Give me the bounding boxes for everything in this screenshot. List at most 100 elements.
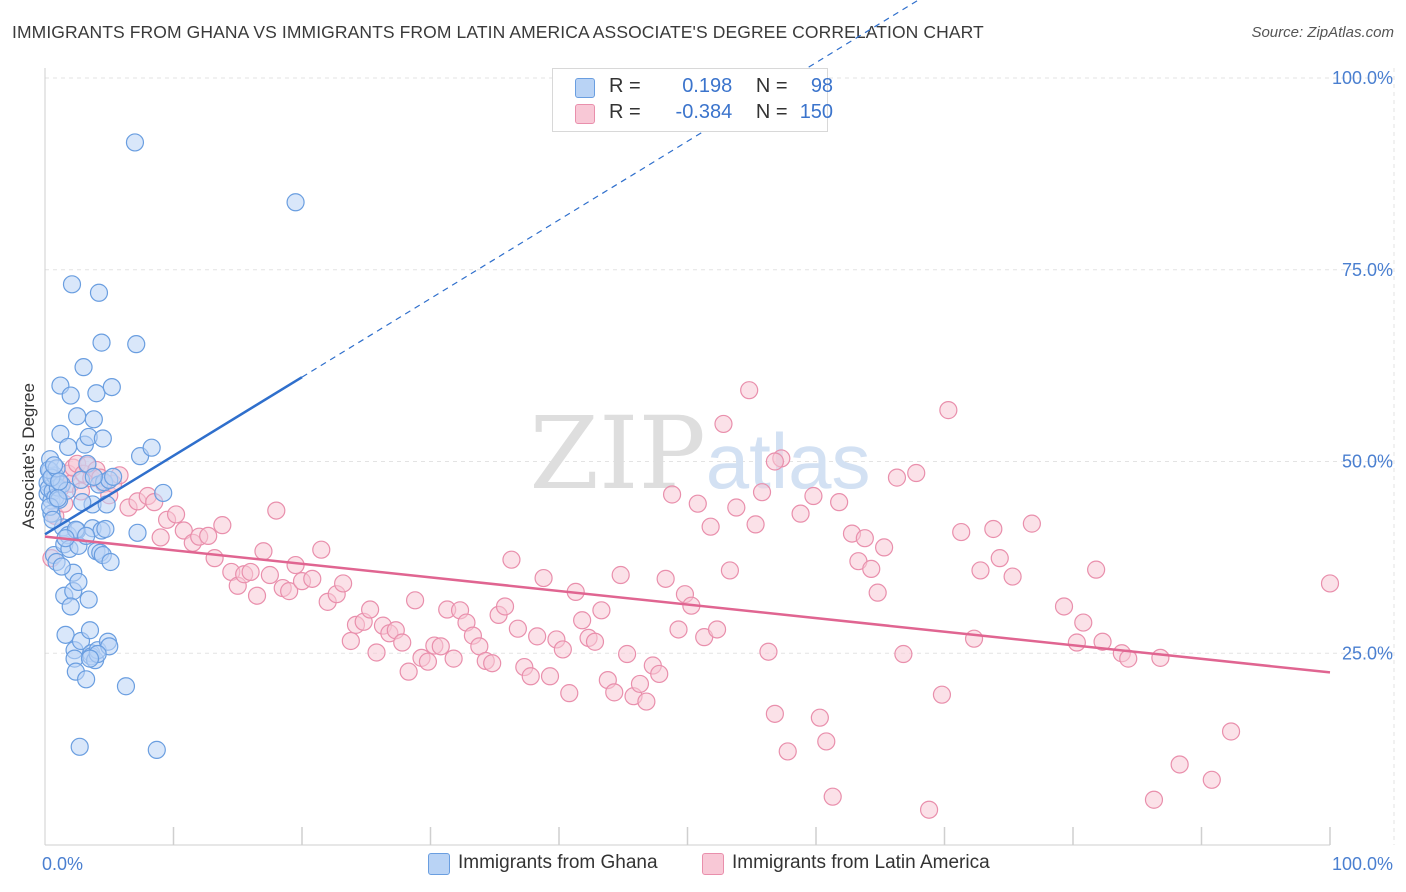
series-legend: Immigrants from Ghana Immigrants from La… bbox=[0, 852, 1406, 878]
latam-point bbox=[707, 620, 727, 639]
y-tick-label: 25.0% bbox=[1342, 643, 1393, 663]
ghana-point bbox=[68, 407, 87, 426]
legend-label-latam: Immigrants from Latin America bbox=[732, 852, 990, 873]
latam-point bbox=[1320, 574, 1340, 593]
latam-point bbox=[341, 631, 360, 651]
latam-point bbox=[823, 787, 842, 806]
latam-point bbox=[312, 540, 331, 559]
ghana-point bbox=[44, 456, 64, 475]
latam-point bbox=[334, 574, 353, 593]
latam-point bbox=[1202, 770, 1221, 789]
y-axis-label: Associate's Degree bbox=[19, 383, 38, 529]
latam-point bbox=[894, 644, 913, 664]
latam-point bbox=[418, 652, 438, 671]
latam-point bbox=[585, 632, 605, 651]
latam-point bbox=[553, 640, 572, 659]
ghana-point bbox=[101, 552, 120, 572]
latam-point bbox=[714, 414, 733, 434]
latam-point bbox=[431, 637, 450, 656]
latam-point bbox=[560, 684, 579, 703]
latam-point bbox=[855, 529, 874, 548]
latam-point bbox=[804, 486, 823, 506]
legend-r-label: R = bbox=[609, 101, 641, 123]
latam-point bbox=[1170, 755, 1189, 774]
latam-point bbox=[361, 600, 380, 619]
latam-point bbox=[919, 800, 939, 819]
ghana-point bbox=[128, 523, 147, 542]
latam-point bbox=[1144, 790, 1164, 809]
latam-point bbox=[495, 597, 515, 616]
latam-point bbox=[791, 504, 810, 523]
latam-point bbox=[720, 561, 740, 580]
latam-point bbox=[952, 522, 971, 542]
latam-point bbox=[830, 493, 849, 512]
latam-point bbox=[174, 521, 193, 540]
latam-point bbox=[752, 483, 772, 502]
latam-point bbox=[817, 732, 836, 751]
latam-point bbox=[254, 542, 273, 561]
latam-point bbox=[778, 742, 797, 761]
latam-point bbox=[688, 494, 707, 513]
ghana-point bbox=[50, 472, 69, 491]
latam-point bbox=[984, 519, 1003, 539]
legend-r-label: R = bbox=[609, 75, 641, 97]
ghana-swatch bbox=[575, 78, 595, 98]
ghana-point bbox=[93, 429, 112, 448]
latam-point bbox=[528, 627, 547, 646]
latam-point bbox=[618, 644, 637, 664]
latam-point bbox=[662, 485, 682, 504]
source-credit: Source: ZipAtlas.com bbox=[1251, 24, 1394, 41]
latam-point bbox=[205, 549, 224, 568]
ghana-point bbox=[125, 133, 145, 152]
x-tick-label: 0.0% bbox=[42, 854, 83, 874]
ghana-point bbox=[80, 649, 100, 668]
ghana-point bbox=[84, 410, 103, 429]
latam-point bbox=[521, 667, 540, 686]
latam-point bbox=[151, 528, 170, 547]
legend-n-label: N = bbox=[755, 101, 788, 123]
ghana-point bbox=[142, 438, 161, 457]
latam-point bbox=[932, 685, 952, 704]
legend-n-value: 150 bbox=[799, 101, 834, 123]
y-tick-label: 50.0% bbox=[1342, 452, 1393, 472]
latam-swatch bbox=[702, 853, 724, 875]
latam-point bbox=[656, 569, 675, 588]
latam-point bbox=[611, 565, 630, 585]
latam-point bbox=[1022, 514, 1041, 533]
latam-point bbox=[605, 683, 624, 702]
ghana-point bbox=[97, 495, 116, 514]
ghana-point bbox=[48, 489, 67, 508]
latam-point bbox=[286, 555, 305, 575]
ghana-swatch bbox=[428, 853, 450, 875]
latam-point bbox=[241, 562, 260, 582]
trend-lines bbox=[44, 0, 1331, 674]
latam-point bbox=[1151, 648, 1170, 667]
ghana-point bbox=[56, 625, 75, 644]
x-tick-label: 100.0% bbox=[1332, 854, 1393, 874]
latam-point bbox=[868, 583, 887, 602]
latam-point bbox=[740, 381, 759, 400]
latam-point bbox=[630, 674, 650, 694]
latam-point bbox=[1067, 633, 1086, 652]
legend-n-value: 98 bbox=[810, 75, 834, 97]
correlation-legend: R = 0.198 N = 98 R = -0.384 N = 150 bbox=[552, 68, 833, 132]
ghana-point bbox=[62, 275, 82, 294]
latam-point bbox=[765, 452, 784, 471]
latam-point bbox=[540, 667, 560, 686]
latam-point bbox=[247, 586, 267, 605]
ghana-point bbox=[104, 467, 123, 486]
latam-point bbox=[166, 505, 186, 524]
latam-point bbox=[746, 515, 765, 534]
latam-point bbox=[267, 501, 286, 520]
latam-point bbox=[303, 569, 322, 588]
latam-trend-line bbox=[44, 535, 1331, 674]
ghana-trend-line bbox=[44, 376, 303, 536]
ghana-point bbox=[52, 557, 71, 576]
latam-point bbox=[502, 550, 521, 569]
ghana-point bbox=[127, 335, 146, 354]
latam-point bbox=[393, 633, 412, 652]
ghana-point bbox=[154, 483, 173, 503]
x-tick-labels: 0.0% 100.0% bbox=[42, 854, 1393, 874]
ghana-point bbox=[96, 519, 115, 539]
latam-point bbox=[862, 559, 881, 578]
